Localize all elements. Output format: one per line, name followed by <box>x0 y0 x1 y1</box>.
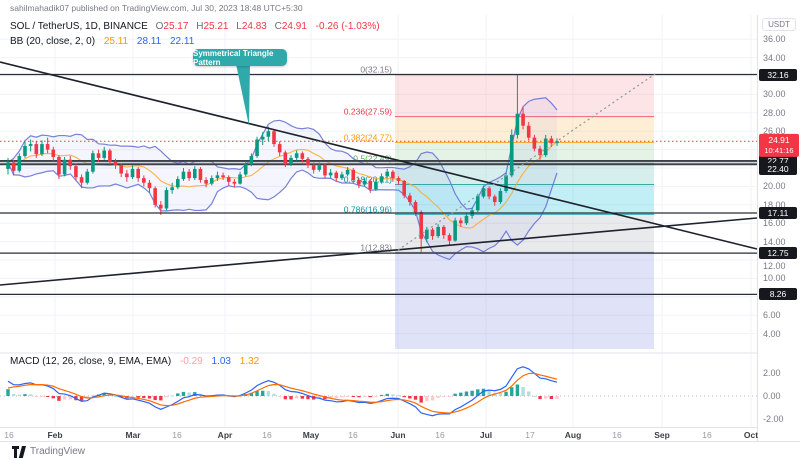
ohlc-low-value: 24.83 <box>242 21 267 32</box>
time-tick-month: Mar <box>125 430 140 440</box>
time-tick-month: Aug <box>565 430 582 440</box>
tradingview-logo-icon[interactable] <box>12 446 27 458</box>
price-tick: 14.00 <box>763 237 786 247</box>
bb-indicator-legend[interactable]: BB (20, close, 2, 0) 25.11 28.11 22.11 <box>10 36 194 47</box>
pattern-callout[interactable]: Symmetrical Triangle Pattern <box>193 49 287 66</box>
price-level-label: 8.26 <box>759 288 797 300</box>
price-tick: 10.00 <box>763 273 786 283</box>
time-tick-day: 16 <box>262 430 271 440</box>
time-tick-day: 16 <box>348 430 357 440</box>
macd-axis-tick: 2.00 <box>763 368 781 378</box>
price-level-label: 17.11 <box>759 207 797 219</box>
price-tick: 34.00 <box>763 53 786 63</box>
time-tick-month: May <box>303 430 320 440</box>
symbol-title: SOL / TetherUS, 1D, BINANCE <box>10 21 148 32</box>
time-tick-day: 16 <box>4 430 13 440</box>
bb-upper-value: 28.11 <box>137 36 161 47</box>
ohlc-close-key: C <box>275 21 282 32</box>
currency-toggle[interactable]: USDT <box>762 18 796 31</box>
time-tick-month: Jul <box>480 430 492 440</box>
price-tick: 16.00 <box>763 218 786 228</box>
tradingview-brand-text: TradingView <box>30 446 85 457</box>
macd-hist-value: -0.29 <box>180 356 203 367</box>
time-tick-day: 16 <box>612 430 621 440</box>
macd-axis-tick: -2.00 <box>763 414 784 424</box>
symbol-legend[interactable]: SOL / TetherUS, 1D, BINANCE O25.17 H25.2… <box>10 21 380 32</box>
time-tick-month: Apr <box>218 430 233 440</box>
price-axis[interactable]: USDT 36.0034.0030.0028.0026.0020.0018.00… <box>757 15 800 441</box>
fib-level-label: 0(32.15) <box>360 65 392 75</box>
time-tick-day: 17 <box>525 430 534 440</box>
price-tick: 20.00 <box>763 181 786 191</box>
time-axis[interactable]: 16 Feb Mar 16 Apr 16 May 16 Jun 16 Jul 17 Aug 16 Sep 16… <box>0 427 757 441</box>
chart-canvas[interactable]: 0(32.15)0.236(27.59)0.382(24.77)0.5(22.4… <box>0 0 800 460</box>
bb-lower-value: 22.11 <box>170 36 194 47</box>
pattern-callout-text: Symmetrical Triangle Pattern <box>193 49 287 67</box>
macd-signal-value: 1.32 <box>240 356 259 367</box>
time-tick-day: 16 <box>435 430 444 440</box>
ohlc-close-value: 24.91 <box>282 21 307 32</box>
price-tick: 30.00 <box>763 89 786 99</box>
price-tick: 6.00 <box>763 310 781 320</box>
price-tick: 28.00 <box>763 108 786 118</box>
time-tick-day: 16 <box>702 430 711 440</box>
ohlc-open-value: 25.17 <box>163 21 188 32</box>
macd-label: MACD (12, 26, close, 9, EMA, EMA) <box>10 356 171 367</box>
last-price-label: 24.9110:41:16 <box>759 134 799 156</box>
time-tick-month: Feb <box>47 430 62 440</box>
price-level-label: 22.40 <box>759 163 797 175</box>
footer-bar: TradingView <box>0 441 800 460</box>
macd-line-value: 1.03 <box>212 356 231 367</box>
macd-indicator-legend[interactable]: MACD (12, 26, close, 9, EMA, EMA) -0.29 … <box>10 356 259 367</box>
ohlc-high-value: 25.21 <box>203 21 228 32</box>
price-tick: 12.00 <box>763 261 786 271</box>
fib-level-label: 0.236(27.59) <box>344 107 392 117</box>
time-tick-month: Sep <box>654 430 670 440</box>
price-level-label: 12.75 <box>759 247 797 259</box>
bb-label: BB (20, close, 2, 0) <box>10 36 95 47</box>
time-tick-month: Jun <box>390 430 405 440</box>
time-tick-day: 16 <box>172 430 181 440</box>
bb-basis-value: 25.11 <box>104 36 128 47</box>
price-tick: 4.00 <box>763 329 781 339</box>
change-value: -0.26 (-1.03%) <box>316 21 380 32</box>
price-tick: 36.00 <box>763 34 786 44</box>
tradingview-chart-window: sahilmahadik07 published on TradingView.… <box>0 0 800 460</box>
price-level-label: 32.16 <box>759 69 797 81</box>
time-tick-month: Oct <box>744 430 758 440</box>
macd-axis-tick: 0.00 <box>763 391 781 401</box>
